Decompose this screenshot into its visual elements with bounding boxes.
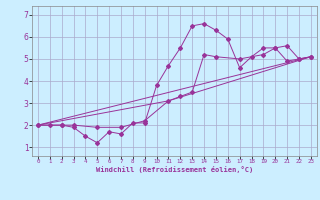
- X-axis label: Windchill (Refroidissement éolien,°C): Windchill (Refroidissement éolien,°C): [96, 166, 253, 173]
